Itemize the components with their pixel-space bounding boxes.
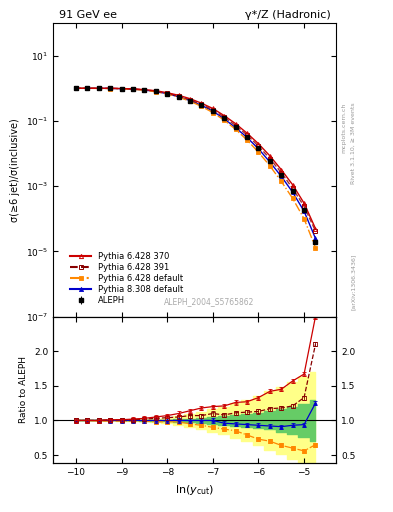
- Text: Rivet 3.1.10, ≥ 3M events: Rivet 3.1.10, ≥ 3M events: [351, 102, 356, 184]
- Text: [arXiv:1306.3436]: [arXiv:1306.3436]: [351, 253, 356, 310]
- Text: γ*/Z (Hadronic): γ*/Z (Hadronic): [244, 10, 331, 20]
- Text: ALEPH_2004_S5765862: ALEPH_2004_S5765862: [163, 297, 254, 306]
- Y-axis label: Ratio to ALEPH: Ratio to ALEPH: [19, 356, 28, 423]
- Legend: Pythia 6.428 370, Pythia 6.428 391, Pythia 6.428 default, Pythia 8.308 default, : Pythia 6.428 370, Pythia 6.428 391, Pyth…: [68, 250, 185, 307]
- Y-axis label: σ(≥6 jet)/σ(inclusive): σ(≥6 jet)/σ(inclusive): [10, 118, 20, 222]
- Text: mcplots.cern.ch: mcplots.cern.ch: [342, 103, 346, 153]
- X-axis label: $\ln(y_{\rm cut})$: $\ln(y_{\rm cut})$: [175, 483, 214, 497]
- Text: 91 GeV ee: 91 GeV ee: [59, 10, 117, 20]
